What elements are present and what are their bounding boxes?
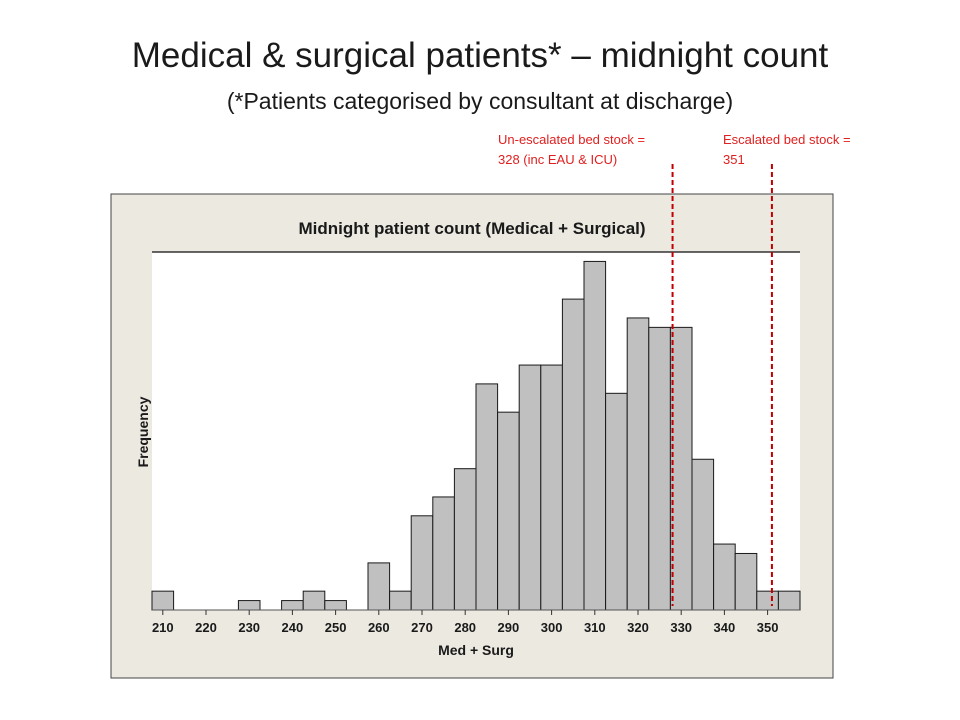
- histogram-bar: [281, 600, 304, 611]
- histogram-bar: [475, 383, 499, 611]
- x-tick-label: 260: [368, 620, 390, 635]
- x-tick-label: 210: [152, 620, 174, 635]
- unescalated-annotation-line1: Un-escalated bed stock =: [498, 132, 646, 147]
- x-tick-label: 280: [454, 620, 476, 635]
- histogram-bar: [302, 590, 326, 611]
- x-tick-label: 300: [541, 620, 563, 635]
- x-tick-label: 220: [195, 620, 217, 635]
- x-tick-label: 250: [325, 620, 347, 635]
- unescalated-annotation: Un-escalated bed stock = 328 (inc EAU & …: [498, 130, 645, 170]
- x-tick-label: 310: [584, 620, 606, 635]
- histogram-bar: [583, 260, 607, 611]
- histogram-bar: [453, 468, 477, 611]
- histogram-bar: [691, 458, 715, 611]
- x-tick-label: 240: [282, 620, 304, 635]
- escalated-annotation: Escalated bed stock = 351: [723, 130, 851, 170]
- histogram-bar: [669, 326, 693, 611]
- histogram-bar: [518, 364, 542, 611]
- slide-subtitle: (*Patients categorised by consultant at …: [226, 88, 734, 114]
- histogram-bar: [389, 590, 412, 611]
- y-axis-label: Frequency: [135, 396, 151, 467]
- slide-title: Medical & surgical patients* – midnight …: [131, 36, 829, 75]
- histogram-bar: [151, 590, 175, 611]
- x-tick-label: 230: [238, 620, 260, 635]
- escalated-annotation-line1: Escalated bed stock =: [723, 132, 851, 147]
- histogram-bar: [432, 496, 455, 611]
- x-tick-label: 270: [411, 620, 433, 635]
- unescalated-annotation-line2: 328 (inc EAU & ICU): [498, 152, 618, 167]
- bars-group: [151, 260, 801, 611]
- x-ticks-group: 210 220 230 240 250 260 270 280 290 300 310 320 330 3…: [152, 610, 779, 635]
- histogram-bar: [367, 562, 391, 611]
- x-tick-label: 290: [498, 620, 520, 635]
- histogram-bar: [324, 600, 347, 611]
- histogram-bar: [497, 411, 520, 611]
- x-axis-label: Med + Surg: [438, 642, 514, 658]
- histogram-bar: [777, 590, 801, 611]
- histogram-bar: [540, 364, 563, 611]
- histogram-bar: [237, 600, 261, 611]
- histogram-bar: [734, 552, 758, 611]
- histogram-bar: [410, 515, 434, 611]
- x-tick-label: 330: [670, 620, 692, 635]
- histogram-bar: [626, 317, 650, 611]
- histogram-bar: [756, 590, 779, 611]
- reference-lines-group: [671, 164, 773, 606]
- histogram-bar: [713, 543, 736, 611]
- x-tick-label: 340: [714, 620, 736, 635]
- chart-title: Midnight patient count (Medical + Surgic…: [298, 219, 645, 238]
- histogram-bar: [605, 392, 628, 611]
- histogram-bar: [648, 326, 671, 611]
- histogram-bar: [561, 298, 585, 611]
- x-tick-label: 350: [757, 620, 779, 635]
- escalated-annotation-line2: 351: [723, 152, 745, 167]
- x-tick-label: 320: [627, 620, 649, 635]
